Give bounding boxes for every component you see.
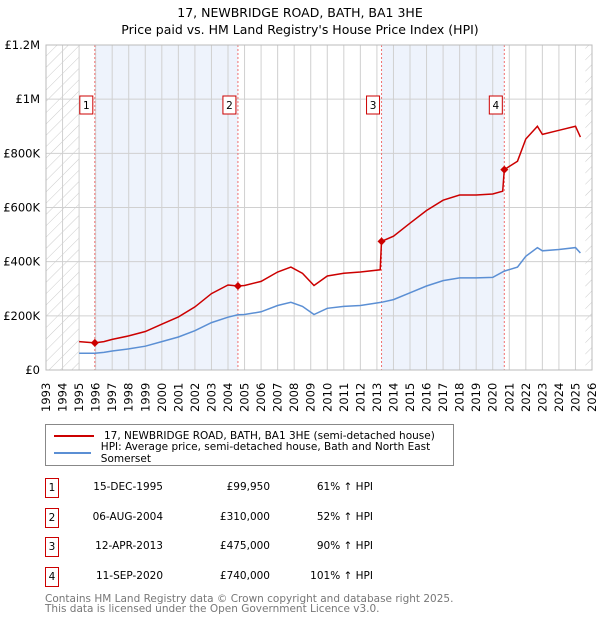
y-tick-label: £1.2M: [4, 38, 40, 52]
x-tick-label: 2007: [271, 383, 285, 412]
sale-point: [500, 165, 509, 174]
sale-label: 1: [83, 100, 90, 112]
sale-date: 06-AUG-2004: [92, 510, 163, 523]
chart-title: 17, NEWBRIDGE ROAD, BATH, BA1 3HE: [177, 5, 423, 20]
x-tick-label: 2021: [502, 383, 516, 412]
legend-swatch-red: [54, 435, 94, 437]
x-tick-label: 2002: [188, 383, 202, 412]
x-tick-label: 2014: [386, 383, 400, 412]
sale-label-box: [488, 95, 503, 115]
x-tick-label: 2024: [552, 383, 566, 412]
y-tick-label: £800K: [3, 146, 40, 160]
sale-point: [233, 282, 242, 291]
sale-marker-badge: 1: [45, 478, 59, 498]
y-tick-label: £600K: [3, 201, 40, 215]
legend-swatch-blue: [54, 452, 91, 454]
x-tick-label: 2026: [585, 383, 599, 412]
x-tick-label: 1993: [39, 383, 53, 412]
sale-price: £740,000: [219, 569, 270, 582]
x-tick-label: 2001: [171, 383, 185, 412]
x-tick-label: 2005: [238, 383, 252, 412]
x-tick-label: 2016: [420, 383, 434, 412]
x-tick-label: 2019: [469, 383, 483, 412]
property-price-line: [79, 125, 582, 344]
sale-label-box: [366, 95, 381, 115]
sale-hpi-change: 52% ↑ HPI: [316, 510, 373, 523]
sale-label-box: [222, 95, 237, 115]
sale-label: 3: [370, 100, 377, 112]
x-tick-label: 2000: [155, 383, 169, 412]
hpi-line: [79, 246, 581, 354]
price-chart: 1993 1994 1995 1996 1997 1998 1999 2000 2001 2002…: [3, 38, 599, 412]
plot-frame: [45, 44, 593, 371]
x-tick-label: 2004: [221, 383, 235, 412]
sale-marker-badge: 4: [45, 566, 59, 587]
sale-point: [90, 338, 99, 347]
x-tick-label: 1999: [138, 383, 152, 412]
sale-row: 4 11-SEP-2020 £740,000 101% ↑ HPI: [45, 566, 445, 587]
sale-date: 11-SEP-2020: [95, 569, 163, 582]
x-tick-label: 2015: [403, 383, 417, 412]
x-tick-label: 2013: [370, 383, 384, 412]
sale-label: 2: [226, 100, 233, 112]
sale-date: 12-APR-2013: [95, 540, 163, 552]
x-tick-label: 2012: [353, 383, 367, 412]
x-tick-label: 2009: [304, 383, 318, 412]
x-tick-label: 2010: [320, 383, 334, 412]
y-tick-label: £200K: [3, 309, 40, 323]
x-tick-label: 2017: [436, 383, 450, 412]
sale-row: 2 06-AUG-2004 £310,000 52% ↑ HPI: [45, 507, 445, 528]
sale-row: 1 15-DEC-1995 £99,950 61% ↑ HPI: [45, 478, 445, 498]
sale-price: £99,950: [226, 481, 270, 493]
sale-row: 3 12-APR-2013 £475,000 90% ↑ HPI: [45, 537, 445, 557]
sale-price: £310,000: [219, 510, 270, 523]
sale-hpi-change: 101% ↑ HPI: [310, 569, 373, 582]
x-tick-label: 1994: [56, 383, 70, 412]
x-tick-label: 1995: [72, 383, 86, 412]
x-tick-label: 2025: [568, 383, 582, 412]
legend: 17, NEWBRIDGE ROAD, BATH, BA1 3HE (semi-…: [45, 424, 454, 466]
x-tick-label: 1998: [122, 383, 136, 412]
legend-label: 17, NEWBRIDGE ROAD, BATH, BA1 3HE (semi-…: [104, 430, 435, 442]
legend-item-property: 17, NEWBRIDGE ROAD, BATH, BA1 3HE (semi-…: [54, 428, 435, 444]
x-tick-label: 1996: [89, 383, 103, 412]
footer-line: Contains HM Land Registry data © Crown c…: [45, 593, 454, 605]
sale-hpi-change: 61% ↑ HPI: [316, 481, 373, 493]
chart-subtitle: Price paid vs. HM Land Registry's House …: [121, 22, 479, 37]
x-tick-label: 2018: [453, 383, 467, 412]
sale-marker-badge: 2: [45, 507, 59, 528]
sale-price: £475,000: [219, 540, 270, 552]
sale-date: 15-DEC-1995: [93, 481, 163, 493]
legend-item-hpi: HPI: Average price, semi-detached house,…: [54, 441, 453, 465]
x-tick-label: 2003: [204, 383, 218, 412]
footer-line: This data is licensed under the Open Gov…: [45, 603, 380, 615]
sale-label-box: [79, 95, 94, 115]
sale-point: [377, 237, 386, 246]
x-tick-label: 2008: [287, 383, 301, 412]
x-tick-label: 2022: [519, 383, 533, 412]
footer: Contains HM Land Registry data © Crown c…: [45, 593, 454, 615]
sale-hpi-change: 90% ↑ HPI: [316, 540, 373, 552]
y-tick-label: £0: [25, 363, 40, 377]
x-tick-label: 2006: [254, 383, 268, 412]
sale-marker-badge: 3: [45, 537, 59, 557]
x-tick-label: 2011: [337, 383, 351, 412]
x-tick-label: 2023: [535, 383, 549, 412]
y-tick-label: £1M: [15, 92, 40, 106]
x-tick-label: 2020: [486, 383, 500, 412]
legend-label: HPI: Average price, semi-detached house,…: [100, 441, 431, 465]
x-tick-label: 1997: [105, 383, 119, 412]
y-tick-label: £400K: [3, 255, 40, 269]
sale-label: 4: [492, 100, 499, 112]
